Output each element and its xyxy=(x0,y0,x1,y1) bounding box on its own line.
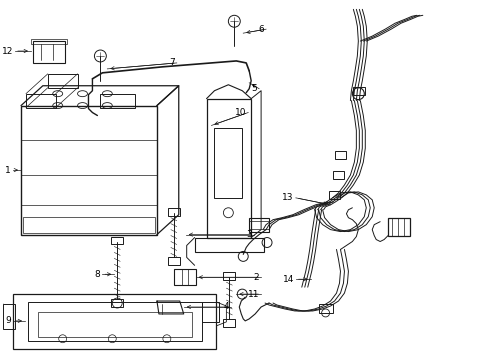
Bar xyxy=(318,304,333,313)
Bar xyxy=(3,304,15,329)
Text: 13: 13 xyxy=(282,193,294,202)
Text: 6: 6 xyxy=(258,25,264,34)
Text: 9: 9 xyxy=(5,316,11,325)
Text: 11: 11 xyxy=(247,289,259,298)
Text: 14: 14 xyxy=(282,275,294,284)
Bar xyxy=(353,87,365,95)
Bar xyxy=(33,41,65,63)
Bar xyxy=(23,217,155,233)
Bar xyxy=(111,299,123,307)
Text: 3: 3 xyxy=(246,230,252,239)
Text: 1: 1 xyxy=(5,166,11,175)
Bar xyxy=(333,171,344,179)
Bar xyxy=(21,105,157,235)
Text: 2: 2 xyxy=(253,273,259,282)
Bar xyxy=(223,272,235,280)
Bar xyxy=(249,218,269,231)
Text: 10: 10 xyxy=(235,108,246,117)
Bar xyxy=(223,319,235,327)
Bar xyxy=(174,269,196,285)
Text: 7: 7 xyxy=(169,58,175,67)
Bar xyxy=(38,312,192,337)
Bar xyxy=(329,191,341,199)
Text: 4: 4 xyxy=(224,302,229,311)
Bar xyxy=(335,151,346,159)
Bar xyxy=(201,302,220,322)
Bar xyxy=(28,302,201,341)
Bar xyxy=(48,74,77,88)
Bar xyxy=(168,208,180,216)
Text: 5: 5 xyxy=(251,84,257,93)
Bar xyxy=(31,39,67,44)
Bar xyxy=(26,94,56,108)
Bar xyxy=(111,237,123,244)
Bar xyxy=(207,99,251,238)
Bar xyxy=(13,294,217,349)
Bar xyxy=(168,257,180,265)
Bar xyxy=(215,129,242,198)
Text: 8: 8 xyxy=(95,270,100,279)
Bar xyxy=(388,218,410,235)
Bar xyxy=(100,94,135,108)
Bar xyxy=(195,238,264,252)
Text: 12: 12 xyxy=(1,46,13,55)
